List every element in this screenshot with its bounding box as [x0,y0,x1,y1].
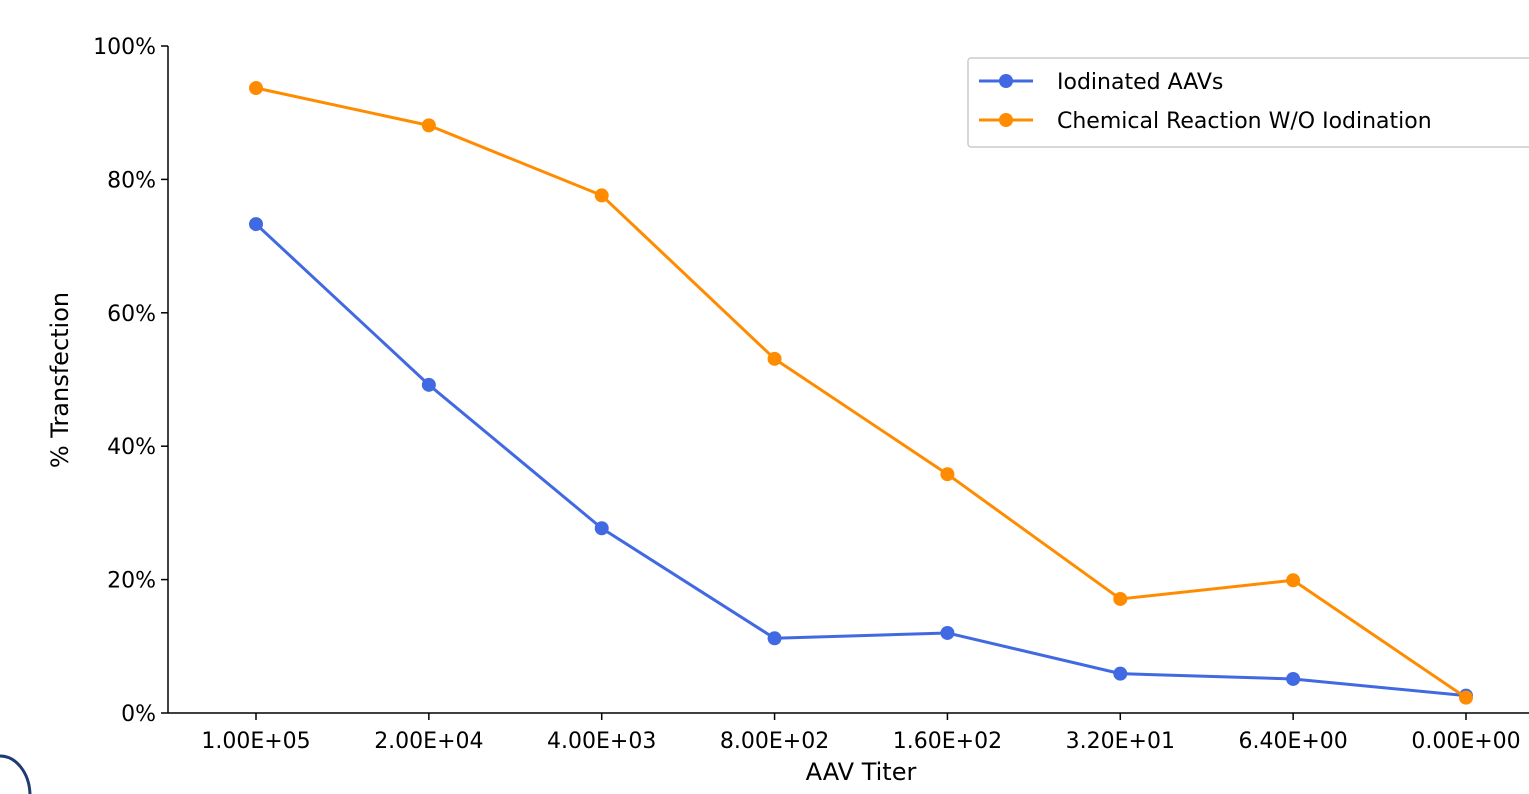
corner-decoration [0,754,32,794]
y-tick-label: 80% [107,168,156,193]
data-point [1286,671,1301,686]
legend-label-iodinated: Iodinated AAVs [1057,70,1223,95]
x-tick-label: 6.40E+00 [1238,729,1347,754]
data-point [249,217,263,232]
x-axis-label: AAV Titer [806,758,917,786]
data-point [594,521,609,536]
x-tick-label: 8.00E+02 [720,729,829,754]
x-tick-label: 3.20E+01 [1066,729,1175,754]
series-line-0 [254,222,1467,698]
y-tick-label: 100% [93,35,156,60]
series-layer [249,81,1473,705]
y-tick-label: 60% [107,302,156,327]
data-point [940,467,955,482]
data-point [940,625,955,640]
data-point [421,377,436,392]
x-tick-label: 1.00E+05 [201,729,310,754]
data-point [767,631,782,646]
x-tick-label: 4.00E+03 [547,729,656,754]
x-tick-label: 1.60E+02 [893,729,1002,754]
data-point [1113,591,1128,606]
x-tick-label: 0.00E+00 [1411,729,1520,754]
legend-marker-iodinated [999,74,1013,88]
data-point [249,81,263,96]
series-line-1 [255,86,1467,699]
y-tick-label: 20% [107,569,156,594]
axes: 0% 20% 40% 60% 80% 100% 1.00E+05 2.00E+04 4.00E+… [93,35,1529,754]
data-point [1113,666,1128,681]
data-point [1459,690,1473,705]
data-point [1286,573,1301,588]
y-tick-label: 0% [121,702,156,727]
data-point [421,118,436,133]
legend: Iodinated AAVs Chemical Reaction W/O Iod… [967,57,1529,148]
y-tick-label: 40% [107,435,156,460]
data-point [767,351,782,366]
legend-box [967,57,1529,148]
legend-label-chemical: Chemical Reaction W/O Iodination [1057,109,1432,134]
y-axis-label: % Transfection [46,292,74,468]
legend-marker-chemical [999,113,1013,127]
x-tick-label: 2.00E+04 [374,729,483,754]
data-point [594,188,609,203]
